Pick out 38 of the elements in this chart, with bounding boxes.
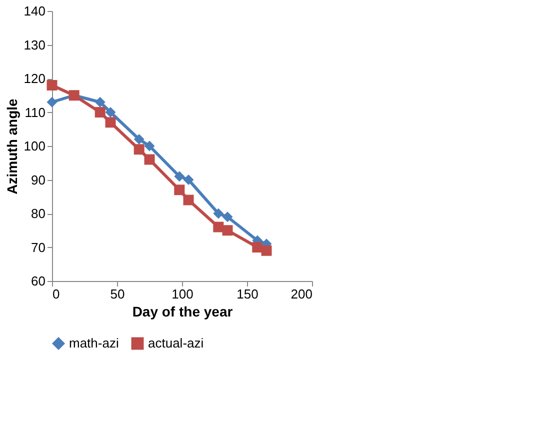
y-axis-title: Azimuth angle (4, 98, 20, 194)
point (213, 208, 224, 219)
point (94, 107, 106, 118)
point (105, 117, 116, 128)
point (174, 184, 185, 196)
point (261, 245, 272, 256)
y-tick-label: 70 (31, 240, 46, 255)
legend-label: math-azi (69, 336, 119, 351)
point (183, 174, 194, 185)
point (105, 107, 116, 118)
x-tick-label: 50 (110, 286, 125, 302)
legend-label: actual-azi (148, 336, 204, 351)
point (46, 96, 58, 108)
x-tick-label: 200 (290, 286, 312, 302)
x-tick-label: 150 (236, 286, 258, 302)
y-tick-label: 110 (24, 104, 46, 120)
point (144, 140, 155, 152)
point (174, 171, 185, 182)
point (134, 134, 144, 144)
point (213, 222, 224, 232)
x-tick-label: 100 (172, 286, 194, 302)
point (94, 96, 106, 108)
point (183, 194, 194, 206)
point (222, 212, 233, 222)
point (252, 242, 263, 252)
y-tick-label: 100 (24, 138, 46, 154)
point (46, 80, 58, 90)
x-tick-label: 0 (52, 286, 60, 302)
x-axis-title: Day of the year (132, 304, 234, 320)
point (222, 225, 233, 236)
point (144, 154, 155, 165)
y-tick-label: 80 (31, 206, 46, 221)
y-tick-label: 60 (31, 274, 46, 288)
y-tick-label: 90 (31, 172, 46, 188)
y-tick-label: 120 (24, 71, 46, 86)
y-tick-label: 130 (24, 37, 46, 52)
y-tick-label: 140 (24, 4, 46, 18)
point (134, 144, 144, 155)
